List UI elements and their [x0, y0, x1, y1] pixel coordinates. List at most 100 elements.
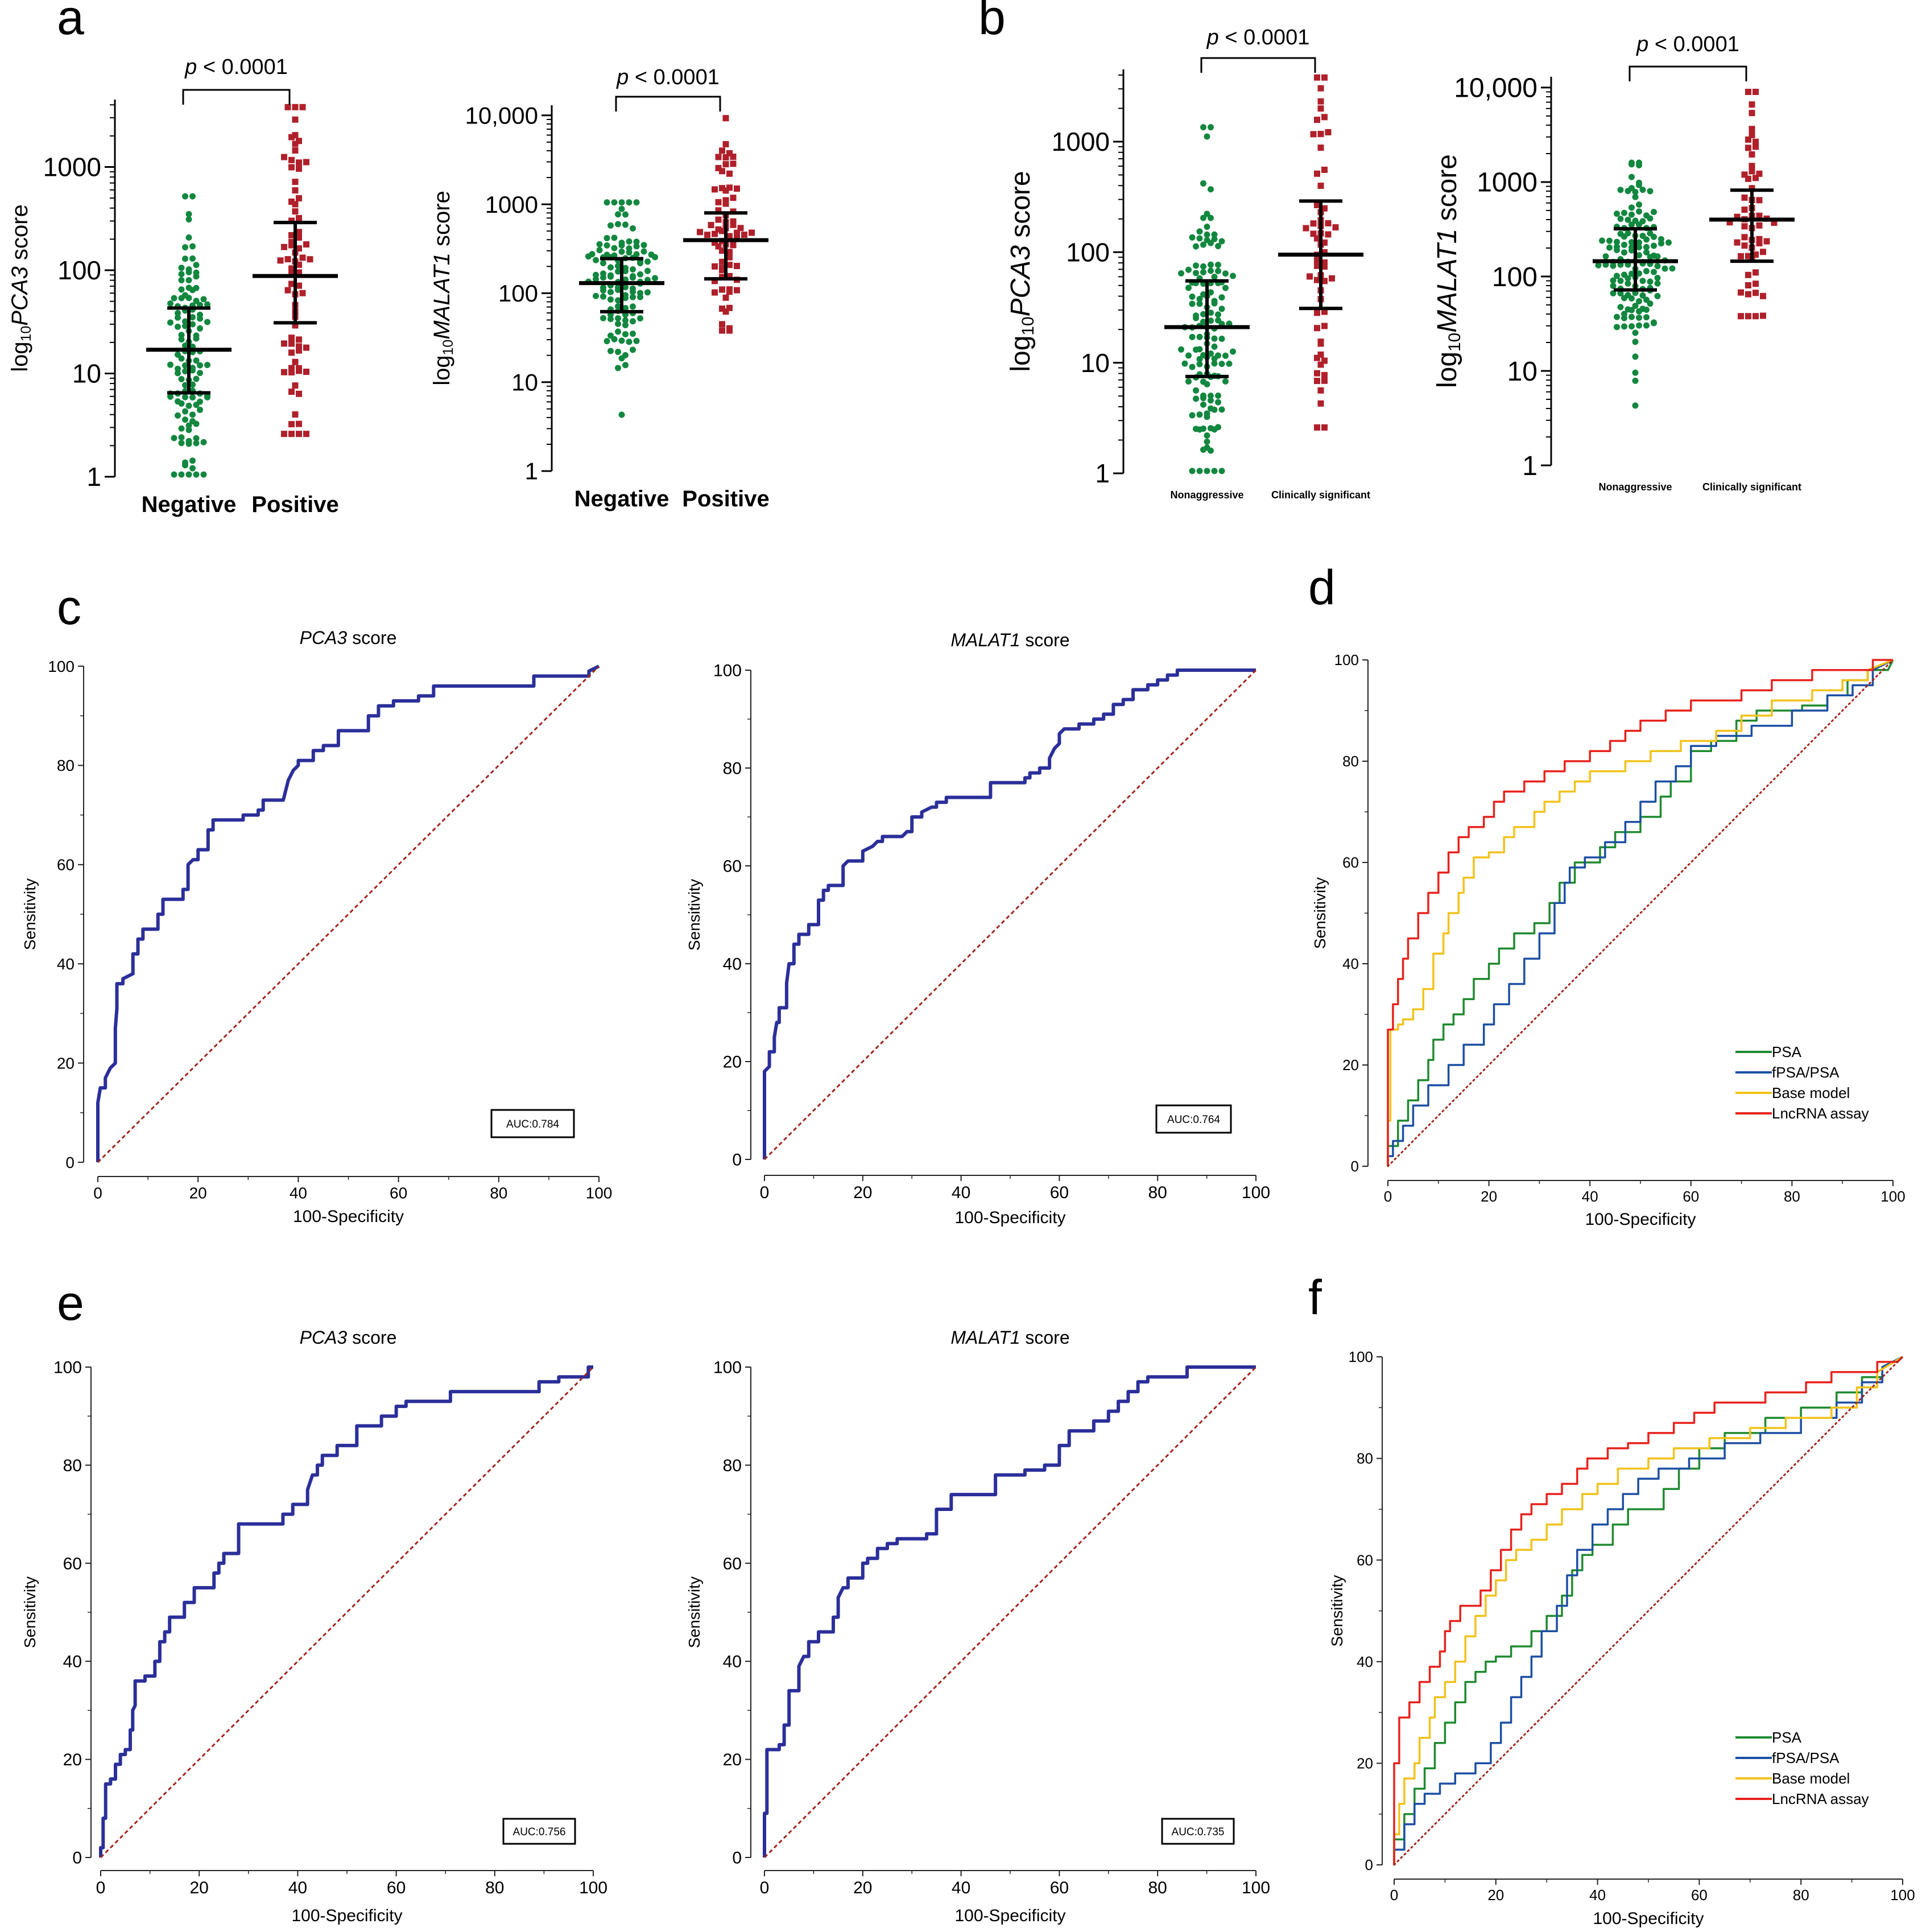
legend-label: Base model [1772, 1770, 1850, 1787]
data-point [1317, 105, 1324, 112]
data-point [178, 295, 185, 302]
data-point [1310, 220, 1317, 227]
data-point [1745, 89, 1751, 96]
data-point [182, 408, 188, 415]
y-tick-label: 1 [86, 462, 101, 492]
data-point [615, 297, 621, 304]
data-point [1208, 240, 1214, 246]
y-axis-label: Sensitivity [1328, 1575, 1346, 1646]
data-point [1321, 74, 1328, 81]
roc-curve-lncrna-assay [1393, 1356, 1904, 1865]
data-point [296, 343, 302, 350]
data-point [1321, 249, 1328, 255]
data-point [1200, 180, 1206, 187]
data-point [1752, 89, 1759, 96]
data-point [288, 340, 295, 347]
legend: PSA fPSA/PSA Base model LncRNA assay [1735, 1729, 1869, 1807]
data-point [730, 153, 737, 160]
data-point [292, 187, 299, 194]
y-tick-label: 10,000 [1454, 73, 1537, 104]
data-point [607, 288, 614, 295]
data-point [604, 242, 610, 249]
data-point [1310, 131, 1317, 138]
data-point [193, 435, 200, 441]
data-point [193, 357, 200, 364]
legend-label: Base model [1772, 1084, 1850, 1101]
data-point [1738, 253, 1744, 259]
data-point [296, 336, 302, 343]
x-tick-label: 20 [853, 1183, 872, 1202]
data-point [1632, 217, 1639, 224]
data-point [288, 349, 295, 356]
y-tick-label: 10 [72, 359, 101, 389]
data-point [1628, 295, 1635, 302]
data-point [615, 268, 621, 275]
data-point [1741, 207, 1748, 213]
data-point [719, 321, 725, 328]
data-point [1208, 393, 1214, 399]
data-point [1196, 356, 1203, 362]
y-tick-label: 1000 [43, 152, 101, 182]
p-symbol: p [616, 65, 629, 89]
data-point [193, 262, 200, 269]
data-point [1314, 262, 1320, 269]
data-point [288, 389, 295, 395]
data-point [1314, 424, 1320, 431]
data-point [730, 195, 737, 201]
p-value-label: p < 0.0001 [616, 65, 720, 89]
data-point [1321, 308, 1328, 315]
data-point [596, 247, 603, 254]
data-point [1317, 183, 1324, 189]
roc-d: 0 0 20 20 40 40 60 60 80 80 100 100 100-Specificity S… [1311, 651, 1906, 1229]
y-tick-label: 10 [1507, 357, 1537, 387]
data-point [719, 306, 725, 312]
data-point [1193, 315, 1199, 321]
data-point [1760, 312, 1766, 319]
data-point [630, 318, 636, 325]
data-point [171, 471, 177, 478]
data-point [1204, 414, 1210, 420]
data-point [299, 104, 306, 110]
data-point [1196, 235, 1203, 242]
roc-curve-fpsa-psa [1393, 1356, 1903, 1865]
data-point [1325, 129, 1332, 135]
data-point [1734, 239, 1741, 246]
data-point [1654, 253, 1661, 260]
data-point [1230, 273, 1236, 279]
data-point [1752, 313, 1759, 320]
data-point [1625, 188, 1631, 195]
data-point [622, 295, 629, 302]
data-point [200, 471, 207, 478]
data-point [1193, 387, 1199, 394]
data-point [1317, 340, 1324, 347]
data-point [1314, 201, 1320, 208]
data-point [615, 303, 621, 310]
data-point [175, 351, 181, 358]
data-point [615, 263, 621, 270]
data-point [1741, 242, 1748, 249]
data-point [1200, 311, 1206, 317]
data-point [604, 199, 610, 206]
data-point [715, 199, 722, 205]
data-point [1745, 136, 1751, 143]
data-point [722, 200, 729, 207]
data-point [197, 325, 203, 332]
x-tick-label: 60 [1691, 1886, 1708, 1904]
auc-label: AUC:0.735 [1172, 1826, 1225, 1838]
data-point [1314, 309, 1320, 316]
data-point [1647, 188, 1654, 195]
y-tick-label: 0 [1365, 1856, 1373, 1873]
p-value-label: p < 0.0001 [184, 55, 288, 79]
data-point [1222, 270, 1229, 277]
data-point [1196, 361, 1203, 368]
data-point [1218, 294, 1225, 301]
y-tick-label: 40 [1342, 955, 1359, 972]
data-point [1651, 242, 1657, 249]
data-point [1643, 314, 1650, 321]
p-threshold: < 0.0001 [629, 65, 720, 89]
x-tick-label: 80 [1148, 1879, 1167, 1897]
y-tick-label: 60 [57, 856, 75, 874]
y-label-log: log [7, 341, 32, 371]
data-point [1317, 361, 1324, 368]
